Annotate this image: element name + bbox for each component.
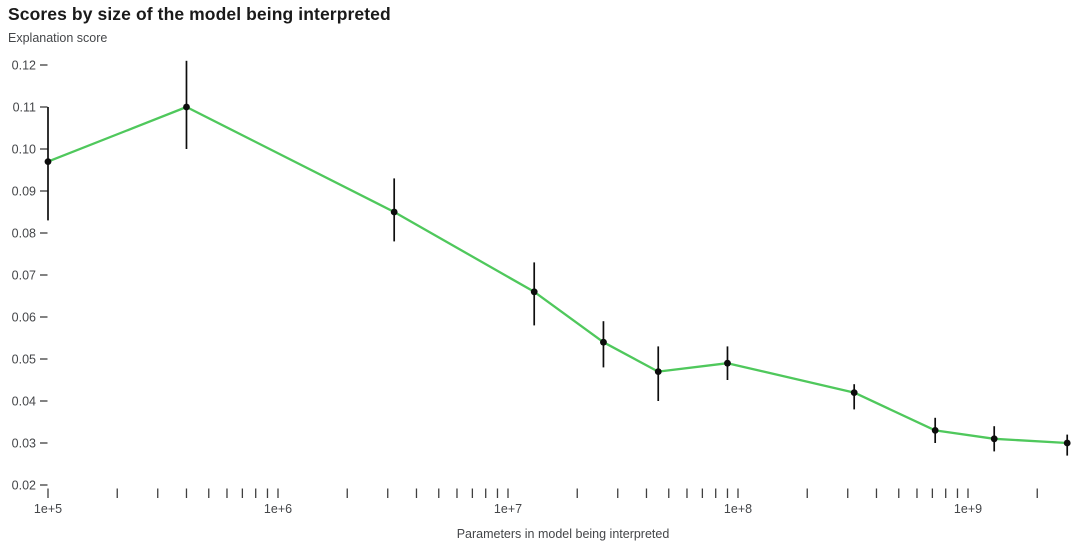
x-tick-label: 1e+6 [264,502,292,516]
data-point-marker [390,208,398,216]
data-point-marker [183,103,190,111]
y-tick-label: 0.11 [13,100,36,114]
data-point-marker [530,288,538,296]
y-tick-label: 0.10 [12,142,36,156]
data-point-marker [850,389,858,396]
data-point-marker [990,435,998,443]
x-axis-title: Parameters in model being interpreted [456,527,670,541]
chart-title: Scores by size of the model being interp… [8,4,391,24]
x-tick-label: 1e+9 [954,502,982,516]
data-point-marker [1063,439,1071,447]
y-tick-label: 0.08 [12,226,36,240]
x-tick-label: 1e+8 [724,502,752,516]
data-point-marker [600,338,607,346]
x-tick-label: 1e+5 [34,502,62,516]
x-tick-label: 1e+7 [494,502,522,516]
y-tick-label: 0.07 [12,268,36,282]
y-tick-label: 0.09 [12,184,36,198]
data-point-marker [931,427,939,434]
y-tick-label: 0.02 [12,478,36,492]
series-line [46,105,1069,445]
y-tick-label: 0.05 [12,352,36,366]
y-tick-label: 0.04 [12,394,36,408]
data-point-marker [654,368,662,375]
y-tick-label: 0.12 [12,58,36,72]
y-tick-label: 0.03 [12,436,36,450]
data-point-marker [44,158,52,166]
y-axis-title: Explanation score [8,31,108,45]
data-point-marker [724,359,731,367]
y-tick-label: 0.06 [12,310,36,324]
